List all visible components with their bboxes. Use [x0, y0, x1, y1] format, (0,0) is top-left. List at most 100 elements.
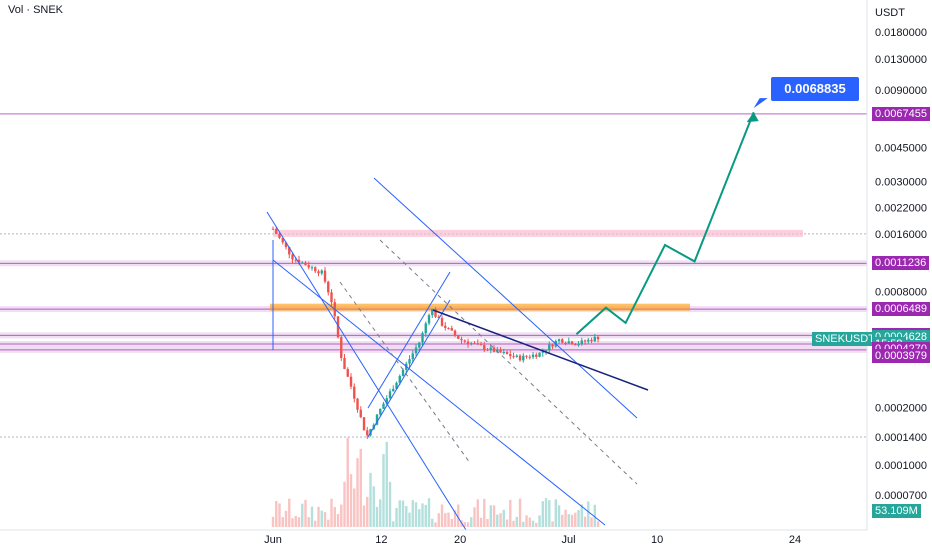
- candle-body: [330, 292, 333, 303]
- candle-body: [418, 342, 421, 348]
- candle-body: [509, 354, 512, 357]
- price-tag: 0.0011236: [872, 256, 930, 271]
- candle-body: [395, 382, 398, 389]
- candle-body: [593, 336, 596, 342]
- candle-body: [317, 271, 320, 274]
- candle-body: [343, 357, 346, 370]
- candle-body: [470, 343, 473, 345]
- price-tick-label: 0.0030000: [875, 176, 927, 188]
- volume-bar: [551, 521, 554, 527]
- level-band: [0, 260, 867, 267]
- time-tick-label: Jun: [264, 534, 282, 546]
- supply-zone: [273, 229, 803, 237]
- candle-body: [297, 259, 301, 263]
- volume-bar: [470, 517, 473, 527]
- volume-bar: [554, 499, 557, 527]
- channel-drawings: [266, 177, 649, 531]
- price-tick-label: 0.0130000: [875, 54, 927, 66]
- candle-body: [531, 354, 535, 358]
- time-tick-label: 24: [789, 534, 801, 546]
- volume-bar: [518, 498, 522, 527]
- candle-body: [528, 356, 531, 358]
- volume-bar: [593, 504, 596, 527]
- volume-bar: [580, 504, 583, 527]
- volume-bar: [567, 514, 570, 527]
- volume-bar: [457, 504, 460, 527]
- candle-body: [466, 341, 470, 345]
- candle-body: [408, 359, 411, 364]
- candle-body: [574, 344, 577, 346]
- candles: [271, 226, 600, 440]
- volume-bar: [528, 517, 531, 527]
- volume-bar: [356, 458, 359, 527]
- price-tick-label: 0.0001400: [875, 432, 927, 444]
- candle-body: [596, 336, 600, 340]
- candle-body: [388, 391, 392, 399]
- volume-bar: [447, 512, 450, 527]
- volume-bar: [434, 522, 437, 527]
- candle-body: [340, 337, 343, 358]
- candle-body: [564, 342, 567, 344]
- time-axis[interactable]: Jun 12 20 Jul 10 24: [264, 534, 801, 546]
- volume-bar: [424, 504, 427, 527]
- candle-body: [304, 262, 307, 266]
- candle-body: [356, 398, 359, 410]
- projection-arrow: [575, 111, 755, 335]
- volume-bar: [349, 474, 353, 527]
- volume-bar: [427, 498, 431, 527]
- candle-body: [583, 340, 587, 342]
- volume-indicator-label[interactable]: Vol · SNEK: [8, 4, 64, 16]
- volume-bar: [583, 516, 587, 527]
- candle-body: [587, 339, 590, 342]
- candle-body: [307, 265, 310, 268]
- volume-bar: [574, 512, 577, 527]
- candle-body: [281, 237, 284, 243]
- candle-body: [362, 417, 366, 431]
- volume-bar: [499, 513, 502, 527]
- price-currency: USDT: [875, 7, 905, 19]
- time-tick-label: 20: [454, 534, 466, 546]
- volume-bar: [408, 512, 411, 527]
- candle-body: [512, 356, 515, 358]
- price-tag: 0.0003979: [872, 348, 930, 363]
- candle-body: [275, 228, 278, 234]
- level-band: [0, 346, 867, 353]
- volume-bar: [414, 502, 418, 527]
- price-tick-label: 0.0022000: [875, 202, 927, 214]
- candle-body: [561, 339, 564, 343]
- volume-bar: [359, 448, 362, 527]
- candle-body: [450, 328, 453, 331]
- volume-bar: [320, 510, 323, 527]
- resistance-zone: [270, 303, 690, 311]
- candle-body: [385, 398, 388, 404]
- volume-bar: [492, 505, 496, 527]
- trend-line: [272, 259, 606, 526]
- volume-bar: [509, 499, 512, 527]
- price-axis[interactable]: 0.0180000 0.0130000 0.0090000 0.0045000 0.00…: [875, 7, 927, 502]
- candle-body: [525, 355, 528, 357]
- volume-bar: [590, 517, 593, 527]
- candle-body: [301, 262, 304, 264]
- volume-bar: [388, 481, 392, 527]
- volume-bar: [421, 503, 424, 527]
- volume-bar: [401, 500, 405, 527]
- volume-bar: [340, 504, 343, 527]
- candle-body: [499, 349, 502, 353]
- volume-bar: [288, 498, 291, 527]
- volume-bar: [333, 506, 336, 527]
- candle-body: [411, 353, 414, 360]
- volume-bar: [453, 510, 457, 527]
- volume-bar: [577, 510, 580, 527]
- candle-body: [496, 349, 499, 352]
- volume-bar: [431, 518, 434, 527]
- zones: [270, 229, 803, 311]
- price-tick-label: 0.0045000: [875, 143, 927, 155]
- volume-bar: [392, 521, 395, 527]
- volume-bar: [587, 501, 590, 527]
- candle-body: [353, 386, 356, 399]
- volume-bar: [544, 498, 548, 527]
- symbol-tag: SNEKUSDT: [812, 332, 878, 346]
- volume-bar: [466, 522, 470, 527]
